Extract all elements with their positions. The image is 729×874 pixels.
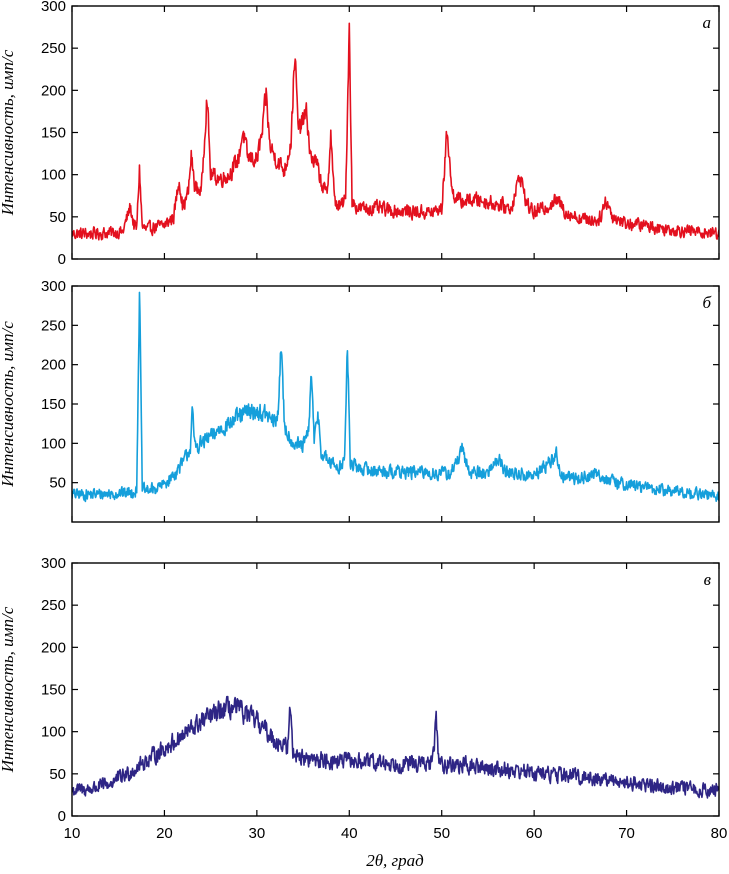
y-tick-label: 150	[41, 682, 66, 699]
x-tick-label: 50	[433, 825, 450, 842]
y-tick-label: 250	[41, 40, 66, 57]
y-tick-label: 0	[58, 251, 66, 268]
x-tick-label: 70	[618, 825, 635, 842]
panel-a: 0 50 100 150 200 250 300 Интенсивность, имп/с а	[0, 0, 720, 268]
x-tick-label: 60	[526, 825, 543, 842]
y-tick-label: 50	[49, 209, 66, 226]
diffraction-curve	[72, 22, 719, 241]
y-tick-label: 250	[41, 597, 66, 614]
y-tick-label: 50	[49, 475, 66, 492]
y-tick-label: 300	[41, 555, 66, 572]
diffraction-curve	[72, 291, 719, 503]
x-axis-title: 2θ, град	[366, 851, 424, 870]
plot-frame	[71, 562, 720, 817]
x-tick-label: 40	[341, 825, 358, 842]
y-tick-label: 200	[41, 82, 66, 99]
panel-b: 50 100 150 200 250 300 Интенсивность, имп/с б	[0, 278, 720, 523]
y-tick-label: 0	[58, 808, 66, 825]
x-tick-label: 80	[711, 825, 728, 842]
y-tick-label: 150	[41, 125, 66, 142]
y-axis-title: Интенсивность, имп/с	[0, 606, 17, 773]
y-axis-title: Интенсивность, имп/с	[0, 49, 17, 216]
diffraction-curve	[72, 695, 719, 799]
panel-label: б	[702, 293, 711, 312]
y-axis-title: Интенсивность, имп/с	[0, 321, 17, 488]
x-tick-label: 30	[249, 825, 266, 842]
y-tick-label: 200	[41, 639, 66, 656]
y-tick-label: 150	[41, 396, 66, 413]
x-tick-label: 10	[64, 825, 81, 842]
panel-c: 0 50 100 150 200 250 300 10 20 30 40 50 60 70 80 Интенс…	[0, 555, 727, 842]
x-tick-label: 20	[156, 825, 173, 842]
y-tick-label: 100	[41, 435, 66, 452]
y-tick-label: 250	[41, 317, 66, 334]
y-tick-label: 100	[41, 167, 66, 184]
y-tick-label: 300	[41, 0, 66, 15]
panel-label: в	[704, 570, 712, 589]
y-tick-label: 50	[49, 766, 66, 783]
panel-label: а	[703, 13, 712, 32]
y-tick-label: 200	[41, 357, 66, 374]
y-tick-label: 100	[41, 724, 66, 741]
y-tick-label: 300	[41, 278, 66, 295]
